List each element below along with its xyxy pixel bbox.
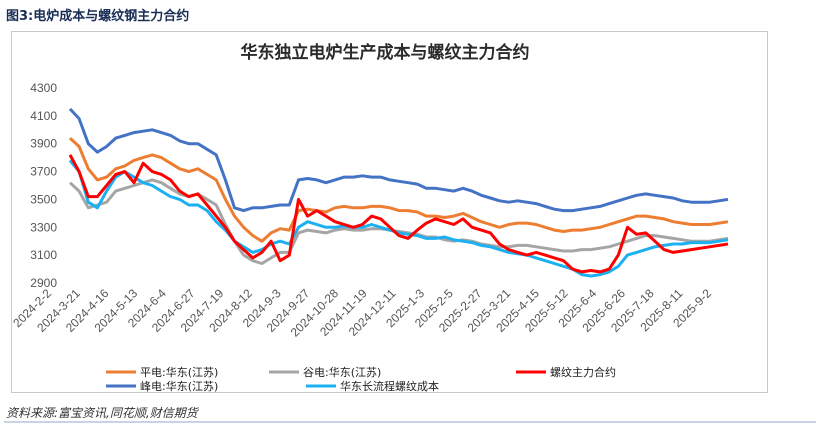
series-line-2 xyxy=(68,154,729,274)
y-tick-label: 3900 xyxy=(30,137,57,151)
series-line-0 xyxy=(68,136,729,243)
series-line-3 xyxy=(68,107,729,213)
series-line-1 xyxy=(68,178,729,265)
source-note: 资料来源:富宝资讯,同花顺,财信期货 xyxy=(6,406,198,420)
legend-label-4: 华东长流程螺纹成本 xyxy=(340,379,439,393)
y-tick-label: 4300 xyxy=(30,81,57,95)
y-axis-ticks: 2900 3100 3300 3500 3700 3900 4100 4300 xyxy=(30,81,57,290)
y-tick-label: 4100 xyxy=(30,109,57,123)
y-tick-label: 3500 xyxy=(30,192,57,206)
x-axis-ticks: 2024-2-22024-3-212024-4-162024-5-132024-… xyxy=(10,286,714,340)
chart-title: 华东独立电炉生产成本与螺纹主力合约 xyxy=(240,43,530,63)
series-lines xyxy=(68,107,729,278)
legend-label-0: 平电:华东(江苏) xyxy=(140,365,218,379)
y-tick-label: 2900 xyxy=(30,276,57,290)
chart-frame xyxy=(11,31,768,393)
legend-label-2: 螺纹主力合约 xyxy=(550,365,616,379)
y-tick-label: 3300 xyxy=(30,220,57,234)
series-line-4 xyxy=(68,159,729,278)
y-tick-label: 3100 xyxy=(30,248,57,262)
figure-title: 图3:电炉成本与螺纹钢主力合约 xyxy=(6,9,190,24)
legend-label-3: 峰电:华东(江苏) xyxy=(140,379,218,393)
bottom-rule xyxy=(4,421,816,423)
legend-label-1: 谷电:华东(江苏) xyxy=(303,365,381,379)
y-tick-label: 3700 xyxy=(30,165,57,179)
